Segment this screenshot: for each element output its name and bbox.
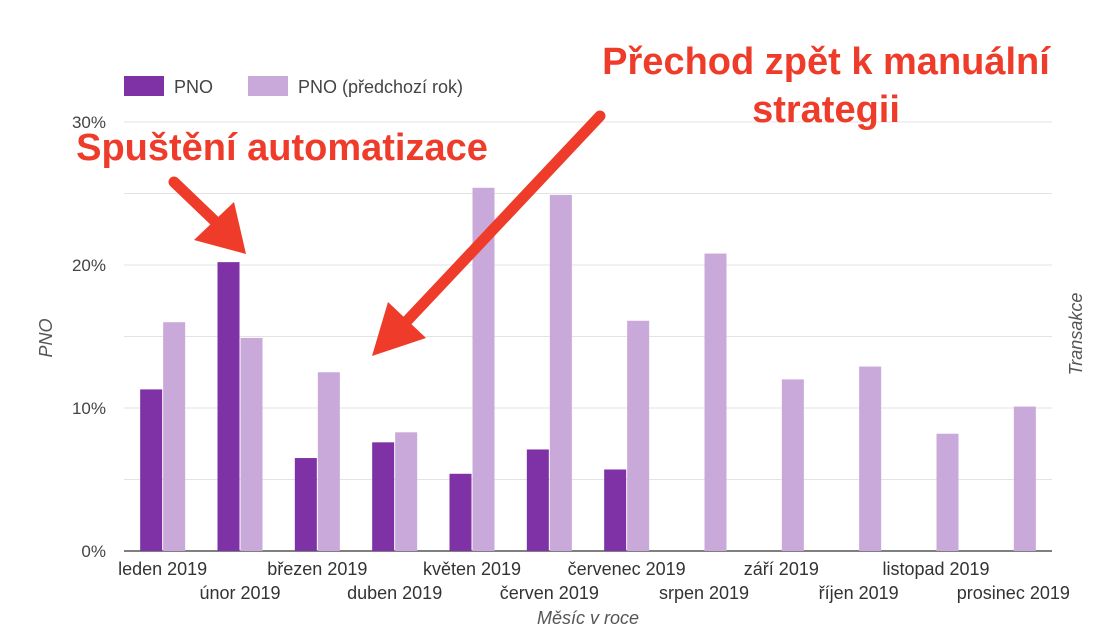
annotation-manual-return-line-2: strategii bbox=[752, 89, 900, 131]
legend-label-pno-previous-year: PNO (předchozí rok) bbox=[298, 77, 463, 97]
y-tick-label: 20% bbox=[72, 256, 106, 275]
x-tick-label: duben 2019 bbox=[347, 583, 442, 603]
annotation-arrow-shaft bbox=[168, 176, 228, 234]
secondary-y-axis-title: Transakce bbox=[1066, 293, 1086, 376]
bar-pno-previous-year bbox=[317, 372, 340, 551]
bar-pno-previous-year bbox=[627, 320, 650, 551]
bar-pno-previous-year bbox=[859, 366, 882, 551]
legend-label-pno: PNO bbox=[174, 77, 213, 97]
x-tick-label: únor 2019 bbox=[199, 583, 280, 603]
y-tick-label: 10% bbox=[72, 399, 106, 418]
bar-pno-previous-year bbox=[163, 322, 186, 551]
legend-swatch-pno-previous-year bbox=[248, 76, 288, 96]
bar-pno bbox=[604, 469, 627, 551]
bar-pno-previous-year bbox=[472, 187, 495, 551]
annotation-manual-return-line-1: Přechod zpět k manuální bbox=[602, 41, 1051, 83]
bar-pno-previous-year bbox=[781, 379, 804, 551]
y-tick-label: 0% bbox=[81, 542, 106, 561]
legend-swatch-pno bbox=[124, 76, 164, 96]
annotation-automation-start: Spuštění automatizace bbox=[76, 127, 488, 254]
x-tick-label: prosinec 2019 bbox=[957, 583, 1070, 603]
bars bbox=[140, 187, 1036, 551]
bar-pno bbox=[449, 473, 472, 551]
bar-pno bbox=[372, 442, 395, 551]
y-tick-labels: 0% 10% 20% 30% bbox=[72, 113, 106, 561]
y-axis-title: PNO bbox=[36, 318, 56, 357]
bar-pno-previous-year bbox=[395, 432, 418, 551]
legend: PNO PNO (předchozí rok) bbox=[124, 76, 463, 97]
x-tick-label: říjen 2019 bbox=[819, 583, 899, 603]
grid-lines bbox=[124, 121, 1052, 552]
bar-pno-previous-year bbox=[704, 253, 727, 551]
bar-pno-previous-year bbox=[240, 337, 263, 551]
x-tick-label: září 2019 bbox=[744, 559, 819, 579]
x-tick-label: srpen 2019 bbox=[659, 583, 749, 603]
x-tick-labels: leden 2019 únor 2019 březen 2019 duben 2019… bbox=[118, 559, 1070, 603]
x-axis-title: Měsíc v roce bbox=[537, 608, 639, 628]
x-tick-label: červen 2019 bbox=[500, 583, 599, 603]
annotation-arrowhead bbox=[194, 202, 246, 254]
bar-pno-previous-year bbox=[549, 194, 572, 551]
annotation-arrow-shaft-2 bbox=[400, 110, 606, 328]
bar-pno-previous-year bbox=[1013, 406, 1036, 551]
annotation-automation-start-text: Spuštění automatizace bbox=[76, 127, 488, 169]
y-tick-label: 30% bbox=[72, 113, 106, 132]
annotation-manual-return: Přechod zpět k manuální strategii bbox=[372, 41, 1051, 356]
x-tick-label: březen 2019 bbox=[267, 559, 367, 579]
x-tick-label: leden 2019 bbox=[118, 559, 207, 579]
annotation-arrowhead-2 bbox=[372, 302, 426, 356]
bar-pno bbox=[217, 262, 240, 551]
bar-pno bbox=[140, 389, 163, 551]
bar-pno bbox=[294, 458, 317, 551]
bar-pno bbox=[526, 449, 549, 551]
x-tick-label: listopad 2019 bbox=[882, 559, 989, 579]
x-tick-label: červenec 2019 bbox=[568, 559, 686, 579]
bar-pno-previous-year bbox=[936, 433, 959, 551]
x-tick-label: květen 2019 bbox=[423, 559, 521, 579]
